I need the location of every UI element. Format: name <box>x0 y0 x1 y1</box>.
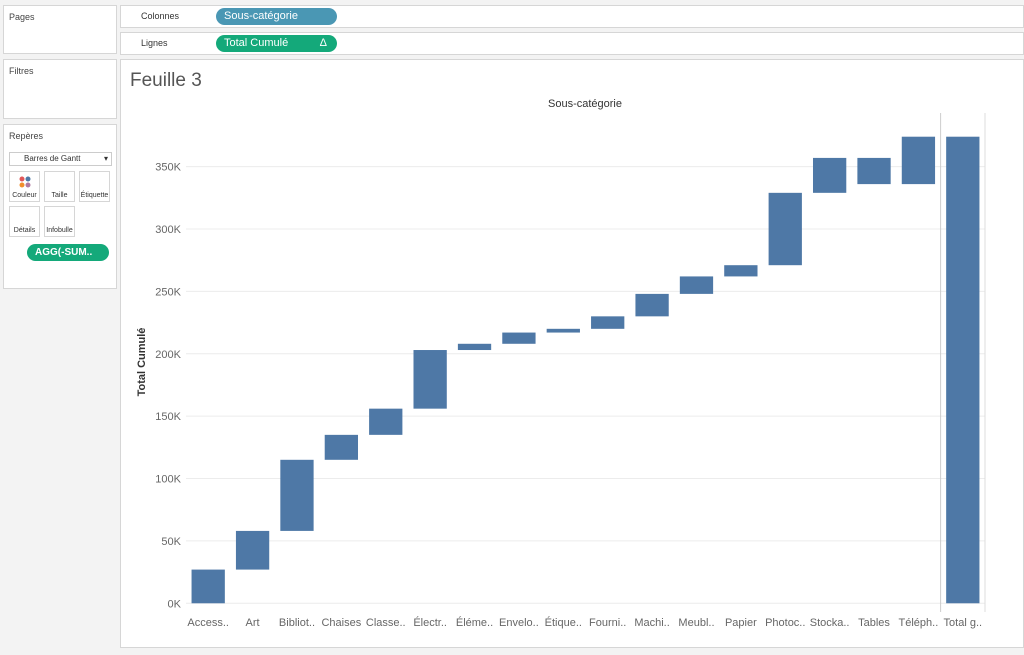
y-tick-label: 200K <box>155 349 181 361</box>
y-axis-title: Total Cumulé <box>136 328 148 397</box>
x-tick-label: Machi.. <box>634 617 669 629</box>
bar <box>502 332 536 344</box>
bar <box>724 265 758 277</box>
x-tick-label: Téléph.. <box>899 617 939 629</box>
button-label: Taille <box>51 192 68 199</box>
x-tick-label: Meubl.. <box>678 617 714 629</box>
x-tick-label: Bibliot.. <box>279 617 315 629</box>
size-button[interactable]: Taille <box>44 171 75 202</box>
pill-text: Total Cumulé <box>224 37 289 49</box>
mark-pill[interactable]: AGG(-SUM.. <box>27 244 109 261</box>
x-tick-label: Fourni.. <box>589 617 626 629</box>
shelf-label: Colonnes <box>141 11 180 21</box>
total-bar <box>946 136 980 604</box>
mark-type: Barres de Gantt <box>24 154 81 163</box>
panel-title: Pages <box>9 12 35 22</box>
rows-pill[interactable]: Total Cumulé Δ <box>216 35 337 52</box>
bar <box>413 350 447 409</box>
button-label: Couleur <box>12 192 37 199</box>
x-tick-label: Éléme.. <box>456 616 493 629</box>
bar <box>369 408 403 435</box>
y-tick-label: 250K <box>155 286 181 298</box>
x-tick-label: Chaises <box>321 617 361 629</box>
bar <box>591 316 625 329</box>
bar <box>191 569 225 604</box>
x-tick-label: Envelo.. <box>499 617 539 629</box>
icon <box>19 176 30 188</box>
bar <box>857 157 891 185</box>
x-tick-label: Étique.. <box>545 616 582 629</box>
x-tick-label: Stocka.. <box>810 617 850 629</box>
y-tick-label: 0K <box>168 598 182 610</box>
columns-pill[interactable]: Sous-catégorie <box>216 8 337 25</box>
y-tick-label: 100K <box>155 474 181 486</box>
sheet-title: Feuille 3 <box>130 70 202 91</box>
x-tick-label: Papier <box>725 617 757 629</box>
pages-panel: Pages <box>3 5 117 54</box>
bar <box>812 157 847 193</box>
bar <box>635 293 669 317</box>
button-label: Détails <box>13 227 36 234</box>
button-label: Étiquette <box>80 192 109 199</box>
chart-title: Sous-catégorie <box>548 98 622 110</box>
x-tick-label: Total g.. <box>944 617 983 629</box>
pill-icon: Δ <box>319 37 327 49</box>
bar <box>457 343 492 351</box>
x-tick-label: Classe.. <box>366 617 406 629</box>
bar <box>901 136 936 185</box>
bar <box>324 434 359 460</box>
columns-shelf: Colonnes Sous-catégorie <box>120 5 1024 28</box>
y-tick-label: 150K <box>155 411 181 423</box>
filters-panel: Filtres <box>3 59 117 119</box>
x-tick-label: Électr.. <box>413 616 447 629</box>
bar <box>768 192 802 266</box>
tooltip-button[interactable]: Infobulle <box>44 206 75 237</box>
y-tick-label: 50K <box>161 536 181 548</box>
panel-title: Repères <box>9 131 44 141</box>
y-tick-label: 350K <box>155 162 181 174</box>
detail-button[interactable]: Détails <box>9 206 40 237</box>
y-tick-label: 300K <box>155 224 181 236</box>
button-label: Infobulle <box>46 227 73 234</box>
x-tick-label: Access.. <box>187 617 229 629</box>
panel-title: Filtres <box>9 66 34 76</box>
marks-panel: Repères Barres de Gantt ▾ Couleur Taille … <box>3 124 117 289</box>
label-button[interactable]: Étiquette <box>79 171 110 202</box>
x-tick-label: Tables <box>858 617 890 629</box>
bar <box>679 276 714 294</box>
bar <box>546 328 580 333</box>
bar <box>235 530 270 570</box>
rows-shelf: Lignes Total Cumulé Δ <box>120 32 1024 55</box>
color-button[interactable]: Couleur <box>9 171 40 202</box>
x-tick-label: Art <box>246 617 260 629</box>
mark-type-dropdown[interactable]: Barres de Gantt ▾ <box>9 152 112 166</box>
bar <box>280 459 314 531</box>
x-tick-label: Photoc.. <box>765 617 805 629</box>
shelf-label: Lignes <box>141 38 168 48</box>
